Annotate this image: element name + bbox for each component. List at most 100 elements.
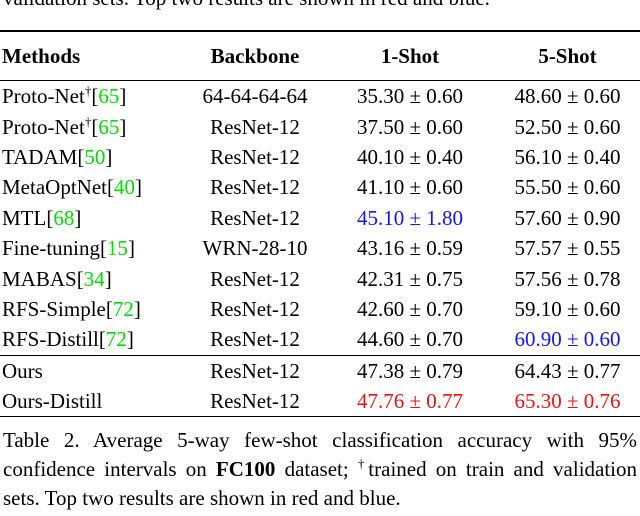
- citation-number: 65: [98, 84, 120, 109]
- header-cell: 5-Shot: [495, 30, 640, 81]
- method-cell: MTL68: [0, 203, 185, 233]
- method-cell: Fine-tuning 15: [0, 233, 185, 263]
- caption-text: Average 5-way few-shot classification ac…: [3, 428, 637, 481]
- citation-number: 34: [83, 266, 105, 291]
- backbone-cell: ResNet-12: [210, 175, 300, 200]
- caption-text: dataset;: [275, 457, 358, 481]
- table-row: TADAM50 ResNet-12 40.10 ± 0.40 56.10 ± 0.40: [0, 142, 640, 172]
- header-cell: 1-Shot: [325, 30, 495, 81]
- citation-number: 50: [84, 144, 106, 169]
- citation: 65: [91, 84, 126, 108]
- citation-number: 68: [53, 205, 75, 230]
- method-name: TADAM: [2, 144, 78, 169]
- five-shot-cell: 55.50 ± 0.60: [514, 175, 621, 200]
- citation: 15: [100, 236, 135, 260]
- backbone-cell: ResNet-12: [210, 296, 300, 321]
- method-name: MetaOptNet: [2, 175, 107, 200]
- backbone-cell: ResNet-12: [185, 354, 325, 386]
- method-name: Ours: [2, 358, 43, 383]
- method-name: MTL: [2, 205, 47, 230]
- citation-number: 72: [112, 296, 134, 321]
- backbone-cell: 64-64-64-64: [202, 84, 308, 109]
- table-row: MTL68 ResNet-12 45.10 ± 1.80 57.60 ± 0.90: [0, 203, 640, 233]
- backbone-cell: ResNet-12: [210, 114, 300, 139]
- five-shot-cell: 65.30 ± 0.76: [495, 385, 640, 418]
- one-shot-cell: 47.38 ± 0.79: [325, 354, 495, 386]
- method-cell: Ours: [0, 354, 185, 386]
- five-shot-cell: 52.50 ± 0.60: [514, 114, 621, 139]
- method-name: RFS-Distill: [2, 327, 99, 352]
- five-shot-cell: 48.60 ± 0.60: [514, 84, 621, 109]
- method-cell: RFS-Simple72: [0, 294, 185, 324]
- method-name: Proto-Net: [2, 84, 85, 109]
- five-shot-cell: 57.60 ± 0.90: [514, 205, 621, 230]
- method-cell: Proto-Net† 65: [0, 81, 185, 112]
- method-cell: Proto-Net† 65: [0, 111, 185, 141]
- five-shot-cell: 59.10 ± 0.60: [514, 296, 621, 321]
- one-shot-cell: 35.30 ± 0.60: [356, 84, 464, 109]
- one-shot-cell: 43.16 ± 0.59: [356, 236, 464, 261]
- citation: 72: [99, 327, 134, 351]
- method-cell: RFS-Distill72: [0, 324, 185, 355]
- table-row: Ours ResNet-12 47.38 ± 0.79 64.43 ± 0.77: [0, 354, 640, 386]
- table-row: Proto-Net† 65 ResNet-12 37.50 ± 0.60 52.50 ±…: [0, 111, 640, 141]
- method-cell: Ours-Distill: [0, 385, 185, 418]
- method-cell: TADAM50: [0, 142, 185, 172]
- one-shot-cell: 45.10 ± 1.80: [356, 205, 464, 230]
- citation: 68: [46, 206, 81, 230]
- citation-number: 40: [113, 175, 135, 200]
- one-shot-cell: 47.76 ± 0.77: [325, 385, 495, 418]
- method-cell: MetaOptNet40: [0, 172, 185, 202]
- citation: 34: [77, 267, 112, 291]
- citation: 40: [107, 175, 142, 199]
- caption: Table 2. Average 5-way few-shot classifi…: [3, 426, 637, 513]
- table-row: Ours-Distill ResNet-12 47.76 ± 0.77 65.30 ±…: [0, 385, 640, 418]
- backbone-cell: ResNet-12: [210, 266, 300, 291]
- citation-number: 15: [107, 236, 128, 261]
- one-shot-cell: 40.10 ± 0.40: [356, 144, 464, 169]
- citation-number: 65: [98, 114, 120, 139]
- table-row: MABAS34 ResNet-12 42.31 ± 0.75 57.56 ± 0.78: [0, 263, 640, 293]
- table-row: RFS-Distill72 ResNet-12 44.60 ± 0.70 60.90 …: [0, 324, 640, 355]
- five-shot-cell: 64.43 ± 0.77: [495, 354, 640, 386]
- caption-dataset: FC100: [215, 457, 276, 481]
- caption-mark: †: [357, 456, 369, 471]
- five-shot-cell: 57.56 ± 0.78: [514, 266, 621, 291]
- table-row: Proto-Net† 65 64-64-64-64 35.30 ± 0.60 48.60…: [0, 81, 640, 112]
- one-shot-cell: 37.50 ± 0.60: [356, 114, 464, 139]
- one-shot-cell: 44.60 ± 0.70: [356, 327, 464, 352]
- citation: 72: [106, 297, 141, 321]
- five-shot-cell: 60.90 ± 0.60: [514, 327, 621, 352]
- one-shot-cell: 42.60 ± 0.70: [356, 296, 464, 321]
- citation: 50: [77, 145, 112, 169]
- caption-text: trained on train and validation sets. To…: [3, 457, 638, 510]
- header-cell: Backbone: [185, 30, 325, 81]
- header-cell: Methods: [0, 30, 185, 81]
- table-row: RFS-Simple72 ResNet-12 42.60 ± 0.70 59.10 ±…: [0, 294, 640, 324]
- method-mark: †: [84, 83, 92, 99]
- header-row: Methods Backbone 1-Shot 5-Shot: [0, 30, 640, 81]
- five-shot-cell: 56.10 ± 0.40: [514, 144, 621, 169]
- backbone-cell: ResNet-12: [210, 205, 300, 230]
- citation-number: 72: [105, 327, 127, 352]
- backbone-cell: WRN-28-10: [202, 236, 308, 261]
- backbone-cell: ResNet-12: [185, 385, 325, 418]
- one-shot-cell: 42.31 ± 0.75: [356, 266, 464, 291]
- table-row: Fine-tuning 15 WRN-28-10 43.16 ± 0.59 57.57 …: [0, 233, 640, 263]
- five-shot-cell: 57.57 ± 0.55: [514, 236, 621, 261]
- method-name: Ours-Distill: [2, 389, 103, 414]
- backbone-cell: ResNet-12: [210, 327, 300, 352]
- backbone-cell: ResNet-12: [210, 144, 300, 169]
- method-mark: †: [84, 113, 92, 129]
- method-cell: MABAS34: [0, 263, 185, 293]
- method-name: Proto-Net: [2, 114, 85, 139]
- method-name: RFS-Simple: [2, 296, 106, 321]
- top-text: validation sets. Top two results are sho…: [3, 0, 490, 11]
- caption-label: Table 2.: [3, 428, 80, 452]
- method-name: MABAS: [2, 266, 77, 291]
- one-shot-cell: 41.10 ± 0.60: [356, 175, 464, 200]
- table-row: MetaOptNet40 ResNet-12 41.10 ± 0.60 55.50 ±…: [0, 172, 640, 202]
